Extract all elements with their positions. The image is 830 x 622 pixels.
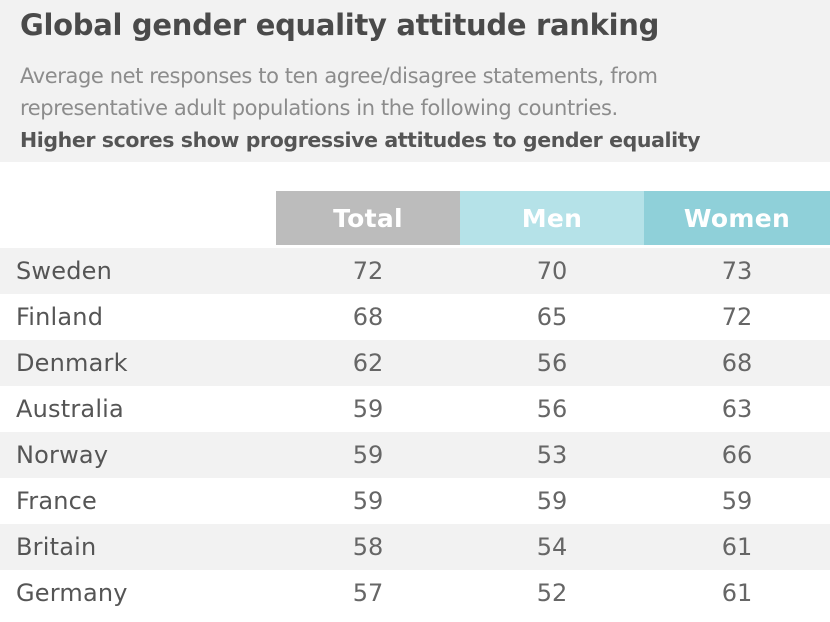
total-value: 62 — [352, 349, 384, 377]
country-label: Denmark — [16, 349, 128, 377]
total-value: 57 — [352, 579, 384, 607]
table-row: Australia 59 56 63 — [0, 386, 830, 432]
column-header-women: Women — [644, 191, 830, 245]
total-value: 72 — [352, 257, 384, 285]
chart-subtitle: Average net responses to ten agree/disag… — [20, 60, 825, 156]
subtitle-line-1: Average net responses to ten agree/disag… — [20, 64, 658, 88]
total-value: 59 — [352, 441, 384, 469]
men-value: 52 — [536, 579, 568, 607]
table-row: Britain 58 54 61 — [0, 524, 830, 570]
women-value: 68 — [721, 349, 753, 377]
column-header-total: Total — [276, 191, 460, 245]
total-value: 59 — [352, 395, 384, 423]
men-value: 56 — [536, 349, 568, 377]
women-value: 63 — [721, 395, 753, 423]
country-label: Norway — [16, 441, 109, 469]
column-header-men: Men — [460, 191, 644, 245]
men-value: 54 — [536, 533, 568, 561]
chart-header: Global gender equality attitude ranking … — [0, 0, 830, 162]
total-value: 59 — [352, 487, 384, 515]
table-row: France 59 59 59 — [0, 478, 830, 524]
chart-title: Global gender equality attitude ranking — [20, 8, 660, 42]
country-label: Sweden — [16, 257, 113, 285]
country-label: Germany — [16, 579, 128, 607]
table-row: Norway 59 53 66 — [0, 432, 830, 478]
subtitle-line-2: representative adult populations in the … — [20, 96, 618, 120]
country-label: Britain — [16, 533, 97, 561]
women-value: 61 — [721, 533, 753, 561]
women-value: 72 — [721, 303, 753, 331]
men-value: 70 — [536, 257, 568, 285]
women-value: 59 — [721, 487, 753, 515]
men-value: 53 — [536, 441, 568, 469]
table-row: Finland 68 65 72 — [0, 294, 830, 340]
table-row: Sweden 72 70 73 — [0, 248, 830, 294]
men-value: 56 — [536, 395, 568, 423]
women-value: 73 — [721, 257, 753, 285]
country-label: France — [16, 487, 98, 515]
women-value: 61 — [721, 579, 753, 607]
men-value: 65 — [536, 303, 568, 331]
country-label: Finland — [16, 303, 104, 331]
total-value: 68 — [352, 303, 384, 331]
table-row: Germany 57 52 61 — [0, 570, 830, 616]
subtitle-bold-line: Higher scores show progressive attitudes… — [20, 128, 701, 152]
total-value: 58 — [352, 533, 384, 561]
country-label: Australia — [16, 395, 124, 423]
table-row: Denmark 62 56 68 — [0, 340, 830, 386]
men-value: 59 — [536, 487, 568, 515]
women-value: 66 — [721, 441, 753, 469]
